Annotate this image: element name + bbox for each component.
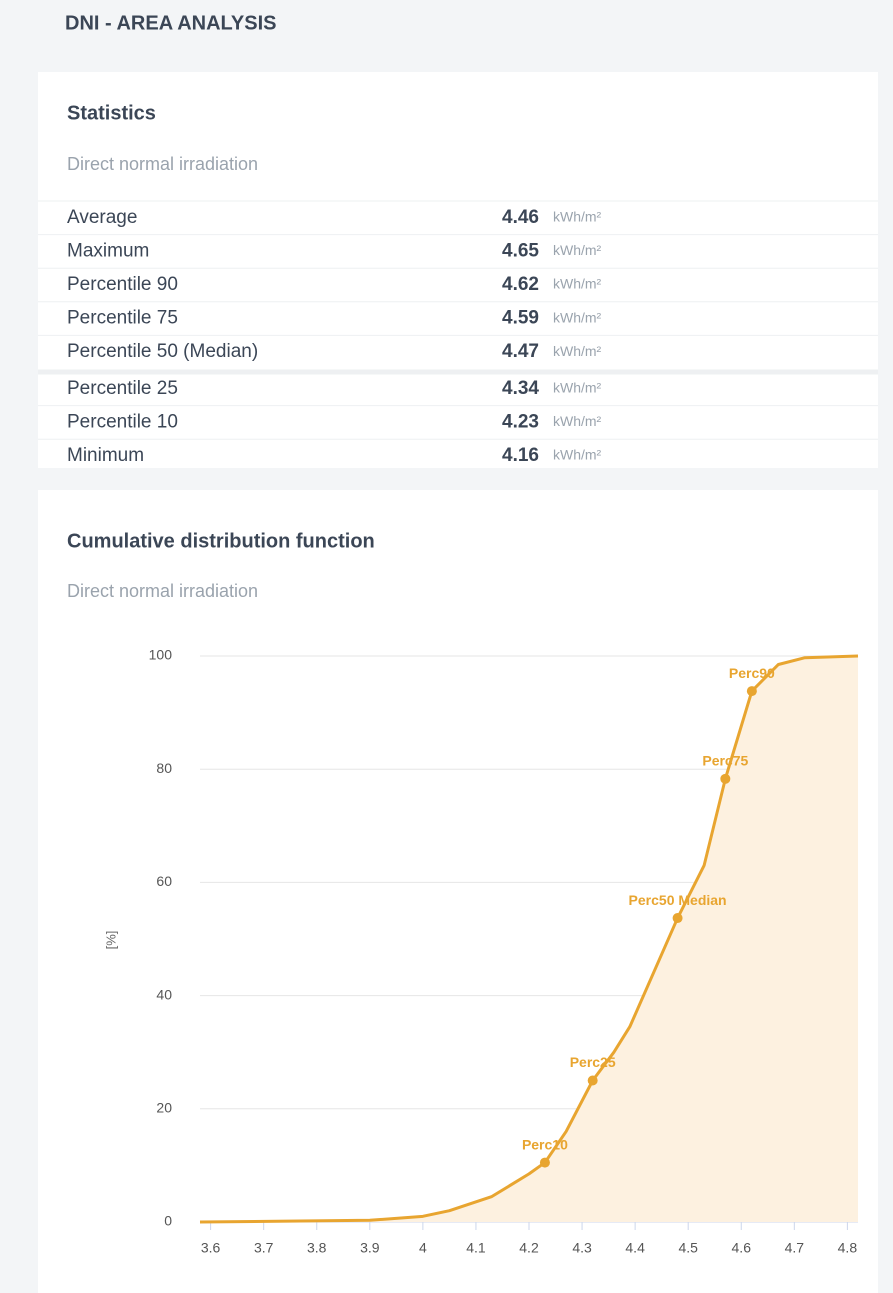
y-tick-label: 60 xyxy=(156,873,172,889)
row-value: 4.34 xyxy=(502,378,539,399)
annotation-label: Perc10 xyxy=(522,1136,568,1152)
annotation-label: Perc90 xyxy=(729,665,775,681)
x-tick-label: 3.8 xyxy=(307,1240,327,1256)
x-tick-label: 4.5 xyxy=(678,1240,698,1256)
row-value: 4.59 xyxy=(502,308,539,329)
card-title: Statistics xyxy=(67,102,156,124)
row-label: Maximum xyxy=(67,240,149,261)
annotation-label: Perc25 xyxy=(570,1054,616,1070)
card-subtitle: Direct normal irradiation xyxy=(67,154,258,174)
x-tick-label: 3.9 xyxy=(360,1240,380,1256)
row-label: Percentile 75 xyxy=(67,308,178,329)
y-tick-label: 0 xyxy=(164,1213,172,1229)
annotation-point xyxy=(672,913,683,924)
row-unit: kWh/m² xyxy=(553,380,602,396)
row-unit: kWh/m² xyxy=(553,309,602,325)
row-value: 4.46 xyxy=(502,207,539,228)
x-tick-label: 3.6 xyxy=(201,1240,221,1256)
row-value: 4.65 xyxy=(502,240,539,261)
annotation-point xyxy=(720,773,731,784)
row-unit: kWh/m² xyxy=(553,276,602,292)
row-label: Minimum xyxy=(67,445,144,466)
line xyxy=(199,654,859,1224)
annotation-point xyxy=(746,686,757,697)
y-tick-label: 80 xyxy=(156,760,172,776)
page-title: DNI - AREA ANALYSIS xyxy=(65,12,277,34)
annotation-label: Perc75 xyxy=(702,753,748,769)
x-tick-label: 4.2 xyxy=(519,1240,539,1256)
y-tick-label: 100 xyxy=(149,647,173,663)
y-tick-label: 40 xyxy=(156,986,172,1002)
x-tick-label: 4 xyxy=(419,1240,427,1256)
chart-subtitle: Direct normal irradiation xyxy=(67,581,258,601)
x-tick-label: 3.7 xyxy=(254,1240,274,1256)
row-unit: kWh/m² xyxy=(553,447,602,463)
row-label: Percentile 50 (Median) xyxy=(67,341,258,362)
row-value: 4.16 xyxy=(502,445,539,466)
x-tick-label: 4.1 xyxy=(466,1240,486,1256)
row-label: Percentile 25 xyxy=(67,378,178,399)
x-tick-label: 4.6 xyxy=(732,1240,752,1256)
row-unit: kWh/m² xyxy=(553,242,602,258)
chart-title: Cumulative distribution function xyxy=(67,530,375,552)
x-tick-label: 4.3 xyxy=(572,1240,592,1256)
row-unit: kWh/m² xyxy=(553,413,602,429)
y-axis-label: [%] xyxy=(103,931,118,950)
annotation-point xyxy=(587,1075,598,1086)
annotation-label: Perc50 Median xyxy=(629,892,727,908)
statistics-card xyxy=(38,72,878,468)
annotation-point xyxy=(539,1157,550,1168)
row-unit: kWh/m² xyxy=(553,343,602,359)
row-label: Percentile 10 xyxy=(67,411,178,432)
x-tick-label: 4.4 xyxy=(625,1240,645,1256)
area xyxy=(200,656,858,1222)
row-label: Average xyxy=(67,207,137,228)
row-unit: kWh/m² xyxy=(553,209,602,225)
y-tick-label: 20 xyxy=(156,1100,172,1116)
row-value: 4.23 xyxy=(502,411,539,432)
row-value: 4.62 xyxy=(502,274,539,295)
row-value: 4.47 xyxy=(502,341,539,362)
x-tick-label: 4.8 xyxy=(838,1240,858,1256)
row-label: Percentile 90 xyxy=(67,274,178,295)
x-tick-label: 4.7 xyxy=(785,1240,805,1256)
